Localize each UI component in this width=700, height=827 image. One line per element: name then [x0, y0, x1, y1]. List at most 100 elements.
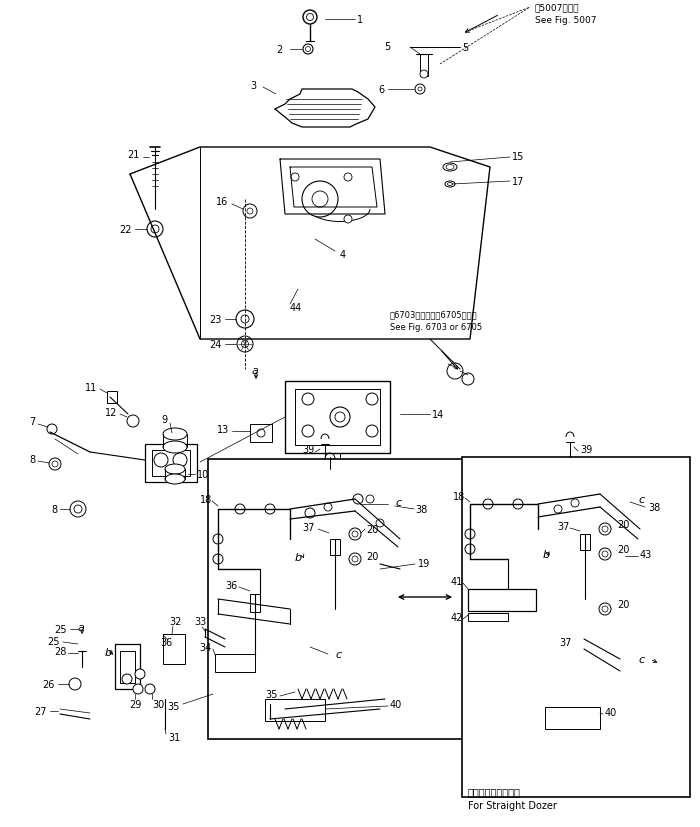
Circle shape: [305, 47, 311, 52]
Text: 24: 24: [209, 340, 222, 350]
Circle shape: [302, 182, 338, 218]
Text: 18: 18: [453, 491, 465, 501]
Text: 15: 15: [512, 152, 524, 162]
Bar: [420, 55, 428, 77]
Circle shape: [349, 528, 361, 540]
Circle shape: [49, 458, 61, 471]
Circle shape: [303, 11, 317, 25]
Text: 20: 20: [366, 524, 379, 534]
Bar: [468, 614, 508, 621]
Text: 。6703図または。6705図参照: 。6703図または。6705図参照: [390, 310, 477, 319]
Text: 44: 44: [290, 303, 302, 313]
Text: 7: 7: [29, 417, 35, 427]
Circle shape: [447, 364, 463, 380]
Bar: [250, 595, 260, 612]
Text: 38: 38: [415, 504, 427, 514]
Text: 20: 20: [366, 552, 379, 562]
Text: 。5007図参照: 。5007図参照: [535, 3, 580, 12]
Text: 3: 3: [250, 81, 256, 91]
Circle shape: [335, 413, 345, 423]
Text: 1: 1: [357, 15, 363, 25]
Text: 16: 16: [216, 197, 228, 207]
Circle shape: [353, 495, 363, 504]
Text: 40: 40: [390, 699, 402, 709]
Circle shape: [415, 85, 425, 95]
Text: 9: 9: [161, 414, 167, 424]
Text: 31: 31: [168, 732, 181, 742]
Text: 20: 20: [617, 544, 629, 554]
Text: 42: 42: [451, 612, 463, 622]
Text: 18: 18: [199, 495, 212, 504]
Ellipse shape: [443, 164, 457, 172]
Circle shape: [241, 341, 248, 348]
Text: a: a: [78, 622, 85, 632]
Circle shape: [145, 684, 155, 694]
Circle shape: [303, 45, 313, 55]
Circle shape: [465, 544, 475, 554]
Text: 25: 25: [48, 636, 60, 646]
Text: See Fig. 5007: See Fig. 5007: [535, 16, 596, 25]
Bar: [120, 651, 135, 683]
Bar: [152, 451, 190, 476]
Text: 41: 41: [451, 576, 463, 586]
Ellipse shape: [163, 442, 187, 453]
Bar: [265, 699, 325, 721]
Ellipse shape: [165, 465, 185, 475]
Text: 22: 22: [120, 225, 132, 235]
Text: 10: 10: [197, 470, 209, 480]
Circle shape: [235, 504, 245, 514]
Circle shape: [462, 374, 474, 385]
Circle shape: [257, 429, 265, 437]
Circle shape: [302, 425, 314, 437]
Text: 33: 33: [194, 616, 206, 626]
Circle shape: [349, 553, 361, 566]
Circle shape: [237, 337, 253, 352]
Circle shape: [420, 71, 428, 79]
Circle shape: [554, 505, 562, 514]
Bar: [107, 391, 117, 404]
Circle shape: [122, 674, 132, 684]
Circle shape: [135, 669, 145, 679]
Text: 13: 13: [217, 424, 229, 434]
Circle shape: [376, 519, 384, 528]
Text: 39: 39: [302, 444, 315, 455]
Text: 36: 36: [225, 581, 238, 590]
Text: 37: 37: [559, 638, 572, 648]
Bar: [295, 390, 380, 446]
Circle shape: [243, 205, 257, 218]
Circle shape: [213, 534, 223, 544]
Circle shape: [324, 504, 332, 511]
Bar: [468, 590, 536, 611]
Circle shape: [571, 500, 579, 508]
Text: c: c: [638, 654, 644, 664]
Circle shape: [70, 501, 86, 518]
Circle shape: [483, 500, 493, 509]
Bar: [285, 381, 390, 453]
Text: 43: 43: [640, 549, 652, 559]
Ellipse shape: [165, 475, 185, 485]
Text: 39: 39: [580, 444, 592, 455]
Circle shape: [513, 500, 523, 509]
Text: ストレートドーザ用: ストレートドーザ用: [468, 786, 521, 796]
Text: a: a: [252, 366, 259, 375]
Circle shape: [69, 678, 81, 691]
Circle shape: [599, 523, 611, 535]
Ellipse shape: [163, 428, 187, 441]
Text: 35: 35: [167, 701, 180, 711]
Text: 32: 32: [169, 616, 181, 626]
Ellipse shape: [445, 182, 455, 188]
Circle shape: [127, 415, 139, 428]
Text: 8: 8: [51, 504, 57, 514]
Text: See Fig. 6703 or 6705: See Fig. 6703 or 6705: [390, 323, 482, 332]
Text: For Straight Dozer: For Straight Dozer: [468, 800, 557, 810]
Text: 36: 36: [160, 638, 172, 648]
Text: 25: 25: [55, 624, 67, 634]
Circle shape: [265, 504, 275, 514]
Text: 8: 8: [29, 455, 35, 465]
Circle shape: [154, 453, 168, 467]
Circle shape: [330, 408, 350, 428]
Bar: [250, 424, 272, 442]
Text: 4: 4: [340, 250, 346, 260]
Text: 30: 30: [152, 699, 164, 709]
Text: b: b: [105, 648, 112, 657]
